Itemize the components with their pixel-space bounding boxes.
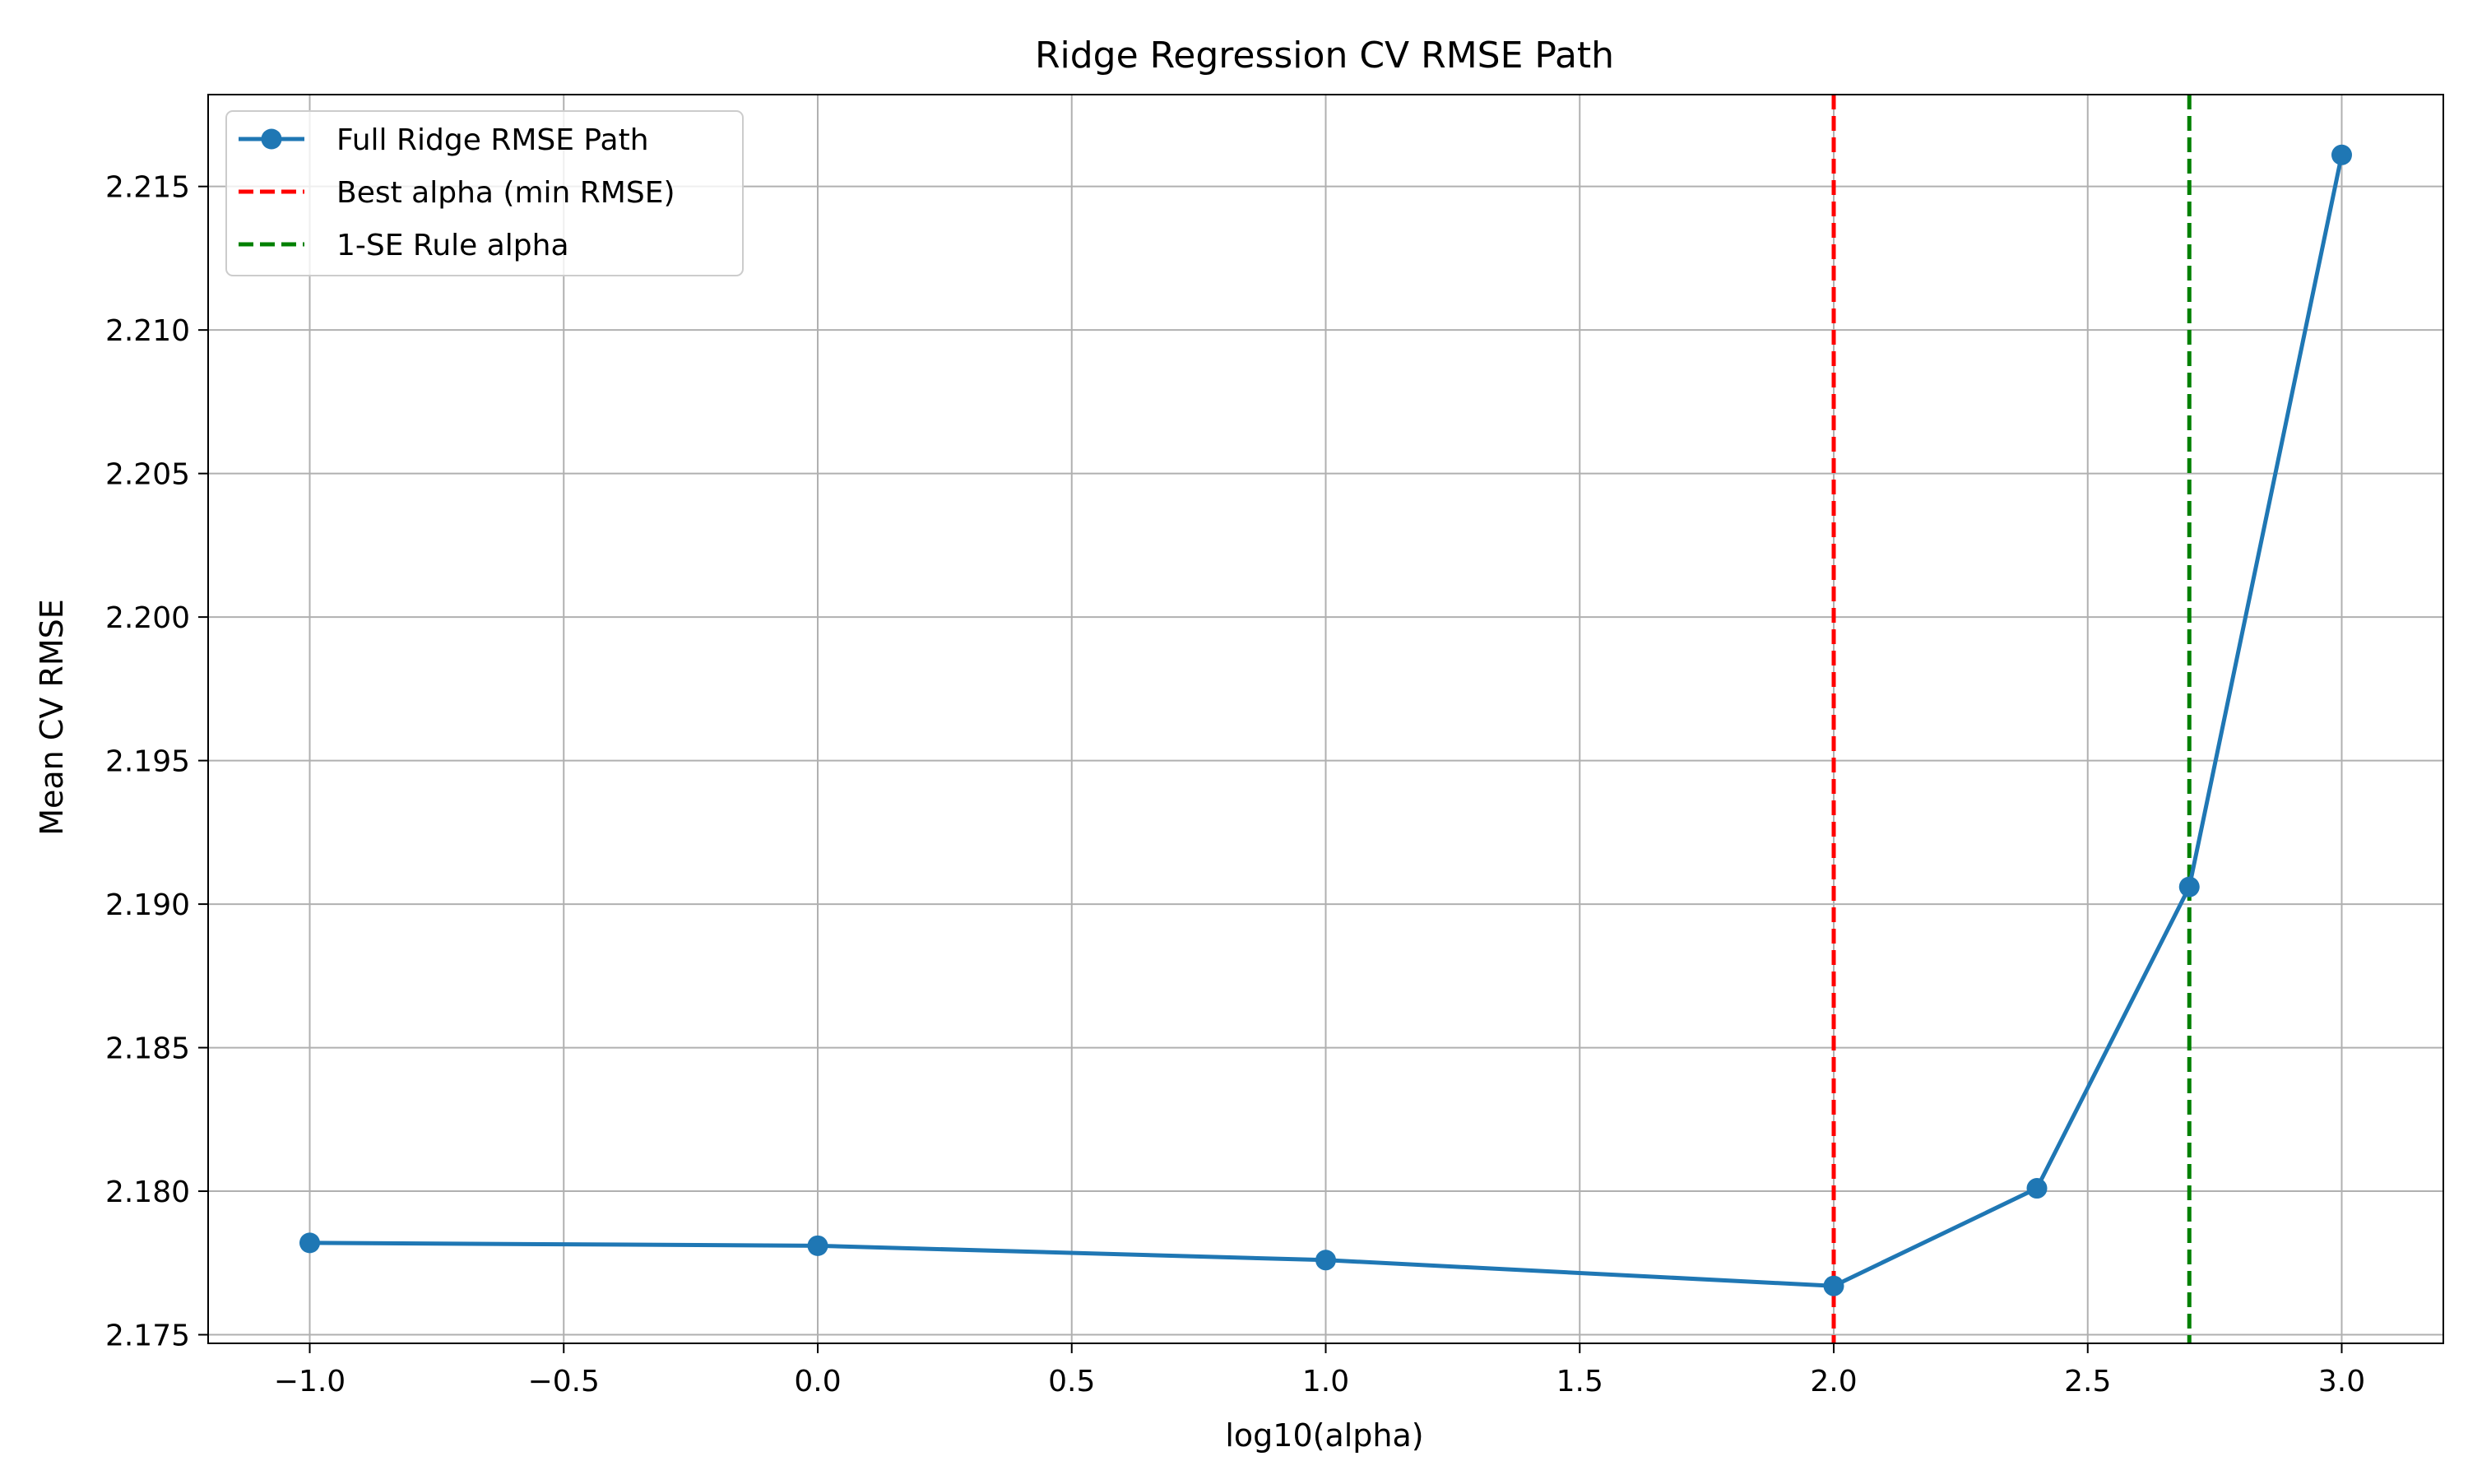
- y-tick-label: 2.185: [105, 1032, 190, 1066]
- x-tick-label: 1.0: [1302, 1365, 1349, 1398]
- x-tick-label: 0.0: [794, 1365, 841, 1398]
- x-tick-label: 2.0: [1810, 1365, 1857, 1398]
- y-tick-label: 2.200: [105, 601, 190, 635]
- legend-label: 1-SE Rule alpha: [336, 229, 569, 262]
- chart-title: Ridge Regression CV RMSE Path: [1035, 35, 1614, 77]
- data-point: [2331, 144, 2352, 165]
- y-tick-label: 2.215: [105, 171, 190, 205]
- vline-layer: [1831, 95, 2192, 1343]
- data-point: [807, 1235, 828, 1256]
- x-axis-label: log10(alpha): [1225, 1417, 1423, 1454]
- x-tick-label: −0.5: [528, 1365, 600, 1398]
- x-tick-label: 3.0: [2318, 1365, 2365, 1398]
- series-layer: [299, 144, 2352, 1296]
- y-tick-label: 2.175: [105, 1319, 190, 1353]
- x-tick-label: 0.5: [1048, 1365, 1095, 1398]
- grid-layer: [208, 95, 2443, 1343]
- x-tick-label: 2.5: [2064, 1365, 2111, 1398]
- y-tick-label: 2.210: [105, 314, 190, 348]
- data-point: [2178, 876, 2200, 897]
- data-point: [1823, 1275, 1844, 1296]
- legend-box: [225, 110, 744, 276]
- data-point: [1315, 1250, 1336, 1271]
- y-axis-label: Mean CV RMSE: [34, 599, 70, 836]
- legend-swatch-marker: [261, 128, 282, 150]
- y-tick-label: 2.205: [105, 458, 190, 492]
- x-tick-label: −1.0: [274, 1365, 346, 1398]
- y-tick-label: 2.180: [105, 1176, 190, 1209]
- tick-layer: −1.0 −0.5 0.0 0.5 1.0 1.5 2.0 2.5 3.0 2.175 2.180 2…: [105, 171, 2365, 1398]
- y-tick-label: 2.190: [105, 888, 190, 922]
- y-tick-label: 2.195: [105, 745, 190, 779]
- data-point: [2026, 1178, 2048, 1199]
- x-tick-label: 1.5: [1556, 1365, 1603, 1398]
- data-point: [299, 1232, 320, 1254]
- legend-label: Best alpha (min RMSE): [336, 176, 675, 210]
- legend: Full Ridge RMSE Path Best alpha (min RMSE…: [225, 110, 744, 276]
- legend-label: Full Ridge RMSE Path: [336, 123, 649, 157]
